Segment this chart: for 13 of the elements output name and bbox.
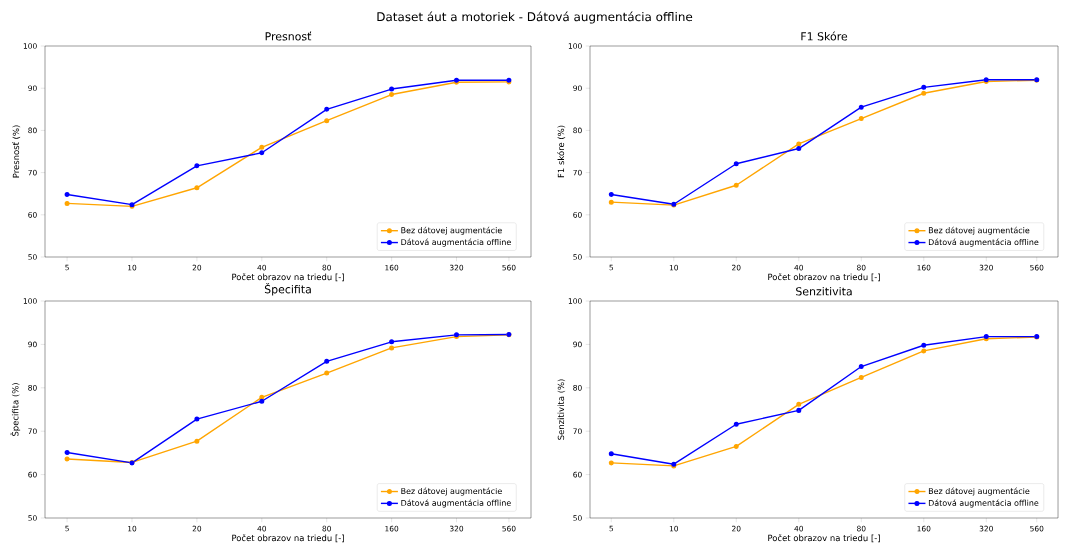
x-axis-title: Počet obrazov na triedu [-] xyxy=(232,534,344,543)
x-axis-title: Počet obrazov na triedu [-] xyxy=(768,273,880,282)
y-axis-title: Presnosť (%) xyxy=(12,125,21,178)
text: Dataset áut a motoriek - Dátová augmentácia offline xyxy=(377,11,693,24)
x-axis-title: Počet obrazov na triedu [-] xyxy=(768,534,880,543)
chart-title: Špecifita xyxy=(264,283,311,296)
x-axis-title: Počet obrazov na triedu [-] xyxy=(232,273,344,282)
y-axis-title: Senzitivita (%) xyxy=(557,379,566,440)
chart-title: F1 Skóre xyxy=(801,31,848,41)
chart-title: Presnosť xyxy=(265,31,312,41)
y-axis-title: F1 skóre (%) xyxy=(557,125,566,178)
chart-title: Senzitivita xyxy=(796,287,852,296)
y-axis-title: Špecifita (%) xyxy=(10,383,21,437)
